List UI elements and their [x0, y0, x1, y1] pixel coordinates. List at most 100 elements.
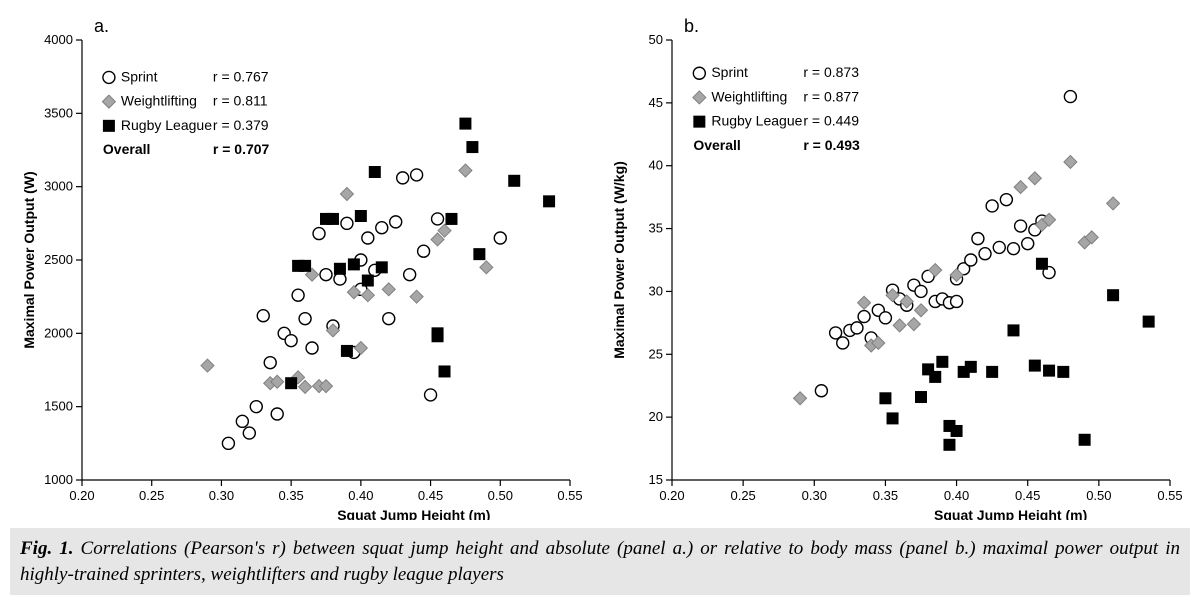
y-tick-label: 40 — [649, 158, 663, 173]
data-point — [362, 275, 373, 286]
data-point — [915, 304, 928, 317]
data-point — [1036, 258, 1047, 269]
data-point — [320, 269, 332, 281]
y-tick-label: 50 — [649, 32, 663, 47]
legend-series-r: r = 0.379 — [213, 117, 269, 133]
data-point — [837, 337, 849, 349]
data-point — [993, 241, 1005, 253]
data-point — [285, 335, 297, 347]
data-point — [972, 233, 984, 245]
data-point — [264, 357, 276, 369]
data-point — [907, 318, 920, 331]
x-tick-label: 0.45 — [1015, 488, 1040, 503]
data-point — [383, 313, 395, 325]
data-point — [201, 359, 214, 372]
data-point — [987, 366, 998, 377]
legend-marker — [103, 71, 115, 83]
legend-series-name: Sprint — [711, 64, 748, 80]
data-point — [509, 175, 520, 186]
legend-overall-label: Overall — [103, 141, 150, 157]
data-point — [236, 415, 248, 427]
x-axis-title: Squat Jump Height (m) — [337, 507, 490, 520]
panel-label: a. — [94, 16, 109, 36]
data-point — [286, 378, 297, 389]
data-point — [858, 311, 870, 323]
legend-series-name: Weightlifting — [711, 88, 787, 104]
data-point — [965, 361, 976, 372]
y-tick-label: 2000 — [44, 325, 73, 340]
data-point — [467, 142, 478, 153]
x-tick-label: 0.55 — [1157, 488, 1182, 503]
y-axis-title: Maximal Power Output (W/kg) — [611, 161, 627, 359]
data-point — [794, 392, 807, 405]
panel-label: b. — [684, 16, 699, 36]
data-point — [355, 211, 366, 222]
x-tick-label: 0.45 — [418, 488, 443, 503]
panel-a: a. 1000 1500 2000 2500 3000 3500 4000 0.20 0.25 0.… — [10, 10, 590, 520]
data-point — [439, 366, 450, 377]
x-tick-label: 0.25 — [730, 488, 755, 503]
data-point — [1044, 365, 1055, 376]
y-tick-label: 45 — [649, 95, 663, 110]
data-point — [930, 371, 941, 382]
data-point — [880, 393, 891, 404]
legend-series-name: Sprint — [121, 68, 158, 84]
data-point — [1007, 243, 1019, 255]
data-point — [348, 259, 359, 270]
x-tick-label: 0.35 — [873, 488, 898, 503]
chart-svg: b.15202530354045500.200.250.300.350.400.… — [610, 10, 1190, 520]
y-tick-label: 1000 — [44, 472, 73, 487]
data-point — [1079, 434, 1090, 445]
y-tick-label: 35 — [649, 221, 663, 236]
data-point — [1064, 91, 1076, 103]
data-point — [474, 249, 485, 260]
data-point — [1022, 238, 1034, 250]
data-point — [250, 401, 262, 413]
legend-series-name: Rugby League — [121, 117, 212, 133]
data-point — [376, 222, 388, 234]
x-tick-label: 0.25 — [139, 488, 164, 503]
x-tick-label: 0.30 — [209, 488, 234, 503]
x-tick-label: 0.55 — [557, 488, 582, 503]
data-point — [340, 188, 353, 201]
data-point — [951, 425, 962, 436]
x-tick-label: 0.40 — [348, 488, 373, 503]
y-tick-label: 1500 — [44, 399, 73, 414]
chart-svg: a. 1000 1500 2000 2500 3000 3500 4000 0.20 0.25 0.… — [10, 10, 590, 520]
data-point — [1143, 316, 1154, 327]
panels-row: a. 1000 1500 2000 2500 3000 3500 4000 0.20 0.25 0.… — [10, 10, 1190, 520]
y-tick-label: 25 — [649, 346, 663, 361]
data-point — [410, 290, 423, 303]
data-point — [404, 269, 416, 281]
y-tick-label: 15 — [649, 472, 663, 487]
data-point — [299, 380, 312, 393]
y-tick-label: 3500 — [44, 105, 73, 120]
data-point — [411, 169, 423, 181]
data-point — [300, 260, 311, 271]
x-tick-label: 0.20 — [69, 488, 94, 503]
legend-marker — [693, 91, 706, 104]
x-tick-label: 0.40 — [944, 488, 969, 503]
data-point — [222, 437, 234, 449]
data-point — [1107, 197, 1120, 210]
data-point — [306, 342, 318, 354]
data-point — [327, 213, 338, 224]
data-point — [1028, 172, 1041, 185]
y-tick-label: 2500 — [44, 252, 73, 267]
legend-series-r: r = 0.811 — [213, 93, 268, 109]
data-point — [369, 167, 380, 178]
data-point — [915, 285, 927, 297]
data-point — [334, 263, 345, 274]
data-point — [480, 261, 493, 274]
figure: a. 1000 1500 2000 2500 3000 3500 4000 0.20 0.25 0.… — [10, 10, 1190, 595]
data-point — [341, 217, 353, 229]
panel-b: b.15202530354045500.200.250.300.350.400.… — [610, 10, 1190, 520]
y-tick-label: 4000 — [44, 32, 73, 47]
data-point — [965, 254, 977, 266]
data-point — [1000, 194, 1012, 206]
data-point — [1064, 155, 1077, 168]
data-point — [494, 232, 506, 244]
legend-series-name: Rugby League — [711, 113, 802, 129]
y-tick-label: 3000 — [44, 179, 73, 194]
y-axis-title: Maximal Power Output (W) — [21, 171, 37, 348]
